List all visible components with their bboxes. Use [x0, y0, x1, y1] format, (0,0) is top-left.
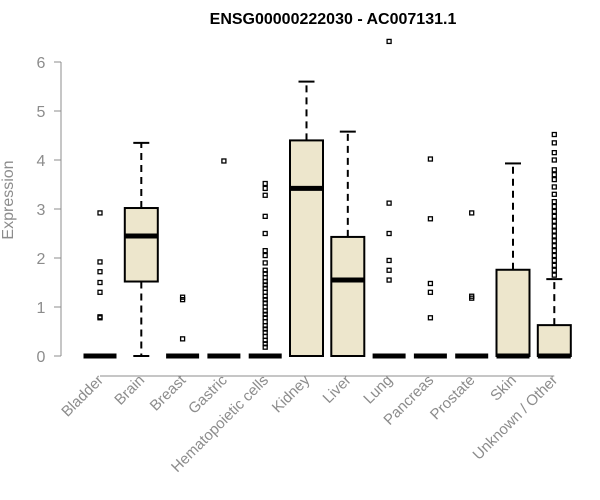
outlier-point	[551, 198, 557, 205]
outlier-point	[551, 238, 557, 244]
outlier-point	[262, 192, 268, 198]
box-gastric	[207, 158, 241, 359]
outlier-point	[551, 247, 557, 254]
box-hematopoietic-cells	[248, 180, 282, 359]
outlier-point	[551, 208, 557, 215]
outlier-point	[551, 262, 557, 269]
outlier-point	[262, 230, 268, 237]
outlier-point	[551, 167, 557, 173]
outlier-point	[469, 210, 475, 216]
outlier-point	[97, 259, 103, 265]
outlier-point	[551, 149, 557, 156]
outlier-point	[469, 293, 475, 299]
outlier-point	[386, 230, 392, 237]
outlier-point	[97, 279, 103, 286]
outlier-point	[427, 315, 434, 321]
outlier-point	[551, 257, 557, 264]
box-rect	[495, 268, 531, 358]
outlier-point	[551, 131, 557, 138]
x-tick-label: Skin	[487, 372, 520, 405]
box-rect	[330, 235, 366, 357]
outlier-point	[386, 200, 392, 206]
outlier-point	[551, 252, 557, 259]
outlier-point	[179, 336, 186, 342]
x-tick-label: Liver	[320, 372, 355, 407]
outlier-point	[97, 289, 103, 295]
outlier-point	[551, 191, 557, 197]
y-tick-label: 1	[37, 300, 46, 317]
y-tick-label: 2	[37, 251, 46, 268]
outlier-point	[427, 216, 434, 222]
box-bladder	[83, 210, 117, 359]
outlier-point	[551, 203, 557, 210]
outlier-point	[551, 272, 557, 278]
box-breast	[166, 294, 200, 359]
y-tick-label: 4	[37, 153, 46, 170]
outlier-point	[551, 228, 557, 234]
outlier-point	[427, 289, 434, 295]
x-tick-label: Bladder	[58, 372, 107, 421]
outlier-point	[262, 185, 268, 192]
box-prostate	[455, 210, 489, 359]
outlier-point	[262, 260, 268, 266]
outlier-point	[551, 184, 557, 190]
box-unknown-other	[536, 131, 572, 359]
box-brain	[123, 141, 159, 357]
y-tick-label: 6	[37, 55, 46, 72]
outlier-point	[221, 158, 227, 164]
outlier-point	[386, 277, 392, 283]
outlier-point	[551, 157, 557, 163]
outlier-point	[551, 223, 557, 229]
outlier-point	[179, 294, 186, 300]
box-pancreas	[413, 156, 447, 359]
x-tick-label: Prostate	[427, 372, 479, 424]
outlier-point	[386, 38, 392, 45]
outlier-point	[97, 314, 103, 320]
x-tick-label: Lung	[360, 372, 396, 408]
box-lung	[372, 38, 406, 359]
box-skin	[495, 162, 531, 359]
outlier-point	[97, 210, 103, 216]
outlier-point	[427, 156, 434, 162]
outlier-point	[551, 243, 557, 249]
x-tick-label: Brain	[111, 372, 148, 409]
outlier-point	[551, 218, 557, 224]
box-kidney	[289, 80, 324, 357]
x-tick-label: Breast	[147, 371, 190, 414]
outlier-point	[551, 233, 557, 239]
box-rect	[536, 324, 572, 358]
outlier-point	[427, 280, 434, 287]
y-axis: 0 1 2 3 4 5 6	[37, 55, 62, 366]
outlier-point	[551, 172, 557, 178]
box-rect	[289, 139, 324, 357]
y-tick-label: 0	[37, 349, 46, 366]
outlier-point	[551, 140, 557, 146]
outlier-point	[97, 269, 103, 275]
y-tick-label: 3	[37, 202, 46, 219]
outlier-point	[262, 180, 268, 187]
outlier-point	[262, 252, 268, 259]
outlier-point	[551, 267, 557, 273]
y-axis-label: Expression	[0, 160, 17, 239]
outlier-point	[386, 257, 392, 264]
outlier-point	[551, 213, 557, 220]
outlier-point	[551, 176, 557, 183]
chart-title: ENSG00000222030 - AC007131.1	[210, 11, 457, 28]
y-tick-label: 5	[37, 104, 46, 121]
outlier-point	[262, 213, 268, 220]
outlier-point	[262, 267, 268, 273]
x-tick-label: Kidney	[269, 371, 314, 416]
outlier-point	[386, 267, 392, 273]
box-rect	[123, 207, 159, 283]
plot-area	[83, 38, 572, 377]
outlier-point	[262, 247, 268, 254]
box-liver	[330, 130, 366, 357]
